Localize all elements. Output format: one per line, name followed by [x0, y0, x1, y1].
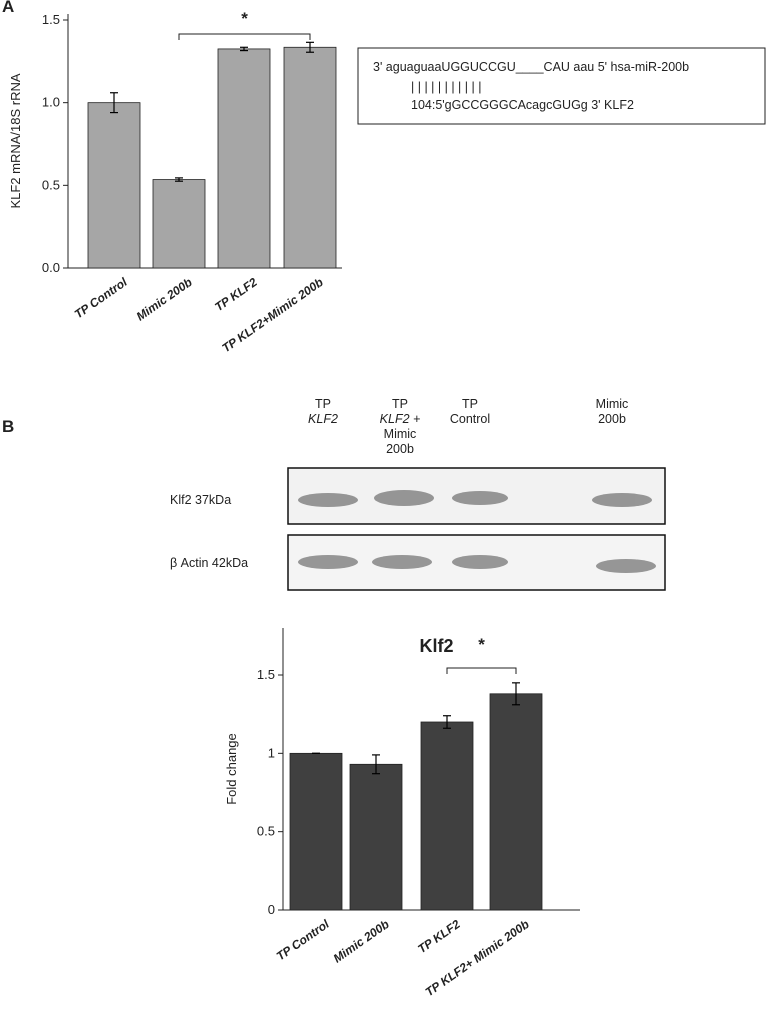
sequence-line: 104:5'gGCCGGGCAcagcGUGg 3' KLF2 — [411, 98, 634, 112]
error-bar — [372, 754, 380, 775]
significance-bracket — [446, 667, 517, 674]
significance-star: * — [241, 9, 248, 28]
lane-label: 200b — [386, 442, 414, 456]
error-bar — [175, 177, 183, 182]
error-bar — [443, 715, 451, 729]
blot-row-label: Klf2 37kDa — [170, 493, 231, 507]
x-tick-label: TP Control — [274, 917, 332, 964]
y-tick-label: 0 — [268, 902, 275, 917]
panel-label: B — [2, 417, 14, 436]
lane-label: KLF2 + — [380, 412, 421, 426]
bar — [289, 752, 343, 911]
y-tick-label: 1 — [268, 745, 275, 760]
x-tick-label: Mimic 200b — [134, 275, 195, 324]
bar — [489, 693, 543, 911]
lane-label: Control — [450, 412, 490, 426]
lane-label: TP — [462, 397, 478, 411]
panel-label: A — [2, 0, 14, 16]
significance-star: * — [478, 635, 485, 654]
y-axis-label: KLF2 mRNA/18S rRNA — [8, 73, 23, 208]
lane-label: TP — [315, 397, 331, 411]
bar — [283, 46, 337, 269]
chart-title: Klf2 — [419, 636, 453, 656]
bar — [87, 102, 141, 269]
blot-row-label: β Actin 42kDa — [170, 556, 248, 570]
bar — [420, 721, 474, 911]
blot-bands — [298, 490, 656, 573]
y-tick-label: 0.0 — [42, 260, 60, 275]
lane-label: Mimic — [596, 397, 629, 411]
x-tick-label: TP KLF2 — [212, 275, 260, 314]
significance-bracket — [178, 33, 311, 40]
bar — [152, 179, 206, 269]
y-tick-label: 1.5 — [42, 12, 60, 27]
error-bar — [512, 682, 520, 706]
x-tick-label: TP KLF2 — [415, 917, 463, 956]
error-bar — [110, 92, 118, 114]
y-tick-label: 1.0 — [42, 95, 60, 110]
bar — [349, 763, 403, 911]
error-bar — [240, 46, 248, 52]
bar — [217, 48, 271, 269]
y-tick-label: 0.5 — [257, 824, 275, 839]
sequence-box — [357, 47, 766, 125]
lane-label: TP — [392, 397, 408, 411]
sequence-pairs: | | | | | | | | | | | — [411, 80, 481, 94]
lane-label: Mimic — [384, 427, 417, 441]
y-tick-label: 1.5 — [257, 667, 275, 682]
lane-label: KLF2 — [308, 412, 338, 426]
x-tick-label: TP Control — [72, 275, 130, 322]
x-tick-label: Mimic 200b — [331, 917, 392, 966]
y-axis-label: Fold change — [224, 733, 239, 805]
error-bar — [306, 41, 314, 53]
y-tick-label: 0.5 — [42, 177, 60, 192]
lane-label: 200b — [598, 412, 626, 426]
sequence-line: 3' aguaguaaUGGUCCGU____CAU aau 5' hsa-mi… — [373, 60, 689, 74]
